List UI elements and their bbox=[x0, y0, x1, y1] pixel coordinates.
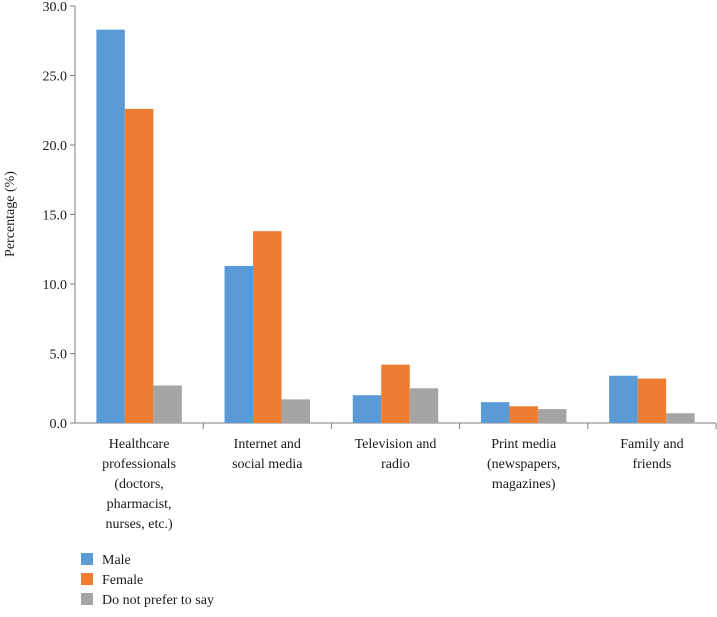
bar-female bbox=[637, 378, 667, 423]
x-category-label-line: Television and bbox=[355, 437, 437, 452]
bar-male bbox=[480, 402, 510, 423]
x-category-label-line: (newspapers, bbox=[487, 457, 560, 472]
x-category-label-line: friends bbox=[632, 457, 671, 472]
x-category-label-line: professionals bbox=[102, 457, 176, 472]
x-category-label-line: Print media bbox=[491, 437, 557, 452]
bar-do-not-prefer-to-say bbox=[666, 413, 695, 423]
x-category-label-line: pharmacist, bbox=[107, 497, 172, 512]
x-category-label: Healthcare professionals (doctors, pharmaci… bbox=[102, 437, 176, 532]
legend: Male Female Do not prefer to say bbox=[81, 553, 214, 608]
x-category-label-line: Healthcare bbox=[109, 437, 170, 452]
bar-male bbox=[609, 375, 638, 423]
x-category-label: Print media (newspapers, magazines) bbox=[487, 437, 560, 492]
legend-swatch bbox=[81, 573, 93, 585]
legend-swatch bbox=[81, 593, 93, 605]
bar-do-not-prefer-to-say bbox=[409, 388, 439, 423]
x-category-label-line: (doctors, bbox=[114, 477, 163, 492]
bar-female bbox=[124, 108, 154, 424]
x-category-label-line: social media bbox=[232, 457, 303, 472]
bar-female bbox=[253, 231, 282, 423]
legend-swatch bbox=[81, 553, 93, 565]
bar-male bbox=[96, 29, 125, 423]
y-tick-label: 20.0 bbox=[43, 139, 68, 154]
plot-area: 0.0 5.0 10.0 15.0 20.0 25.0 30.0 Healthcare prof… bbox=[43, 0, 717, 532]
x-category-label-line: radio bbox=[381, 457, 410, 472]
y-tick-label: 5.0 bbox=[50, 348, 68, 363]
bar-male bbox=[352, 395, 382, 423]
y-tick-label: 15.0 bbox=[43, 209, 68, 224]
y-tick-label: 25.0 bbox=[43, 70, 68, 85]
y-tick-label: 10.0 bbox=[43, 278, 68, 293]
bar-female bbox=[381, 364, 410, 423]
y-tick-label: 0.0 bbox=[50, 417, 68, 432]
bar-do-not-prefer-to-say bbox=[153, 385, 182, 423]
x-category-label: Family and friends bbox=[620, 437, 683, 472]
legend-label: Male bbox=[102, 553, 131, 568]
x-category-label: Internet and social media bbox=[232, 437, 303, 472]
x-category-label-line: Family and bbox=[620, 437, 683, 452]
bar-male bbox=[224, 265, 254, 423]
legend-label: Female bbox=[102, 573, 143, 588]
bar-do-not-prefer-to-say bbox=[537, 409, 567, 423]
y-axis-label: Percentage (%) bbox=[3, 171, 18, 257]
x-category-label-line: magazines) bbox=[492, 477, 556, 492]
bar-do-not-prefer-to-say bbox=[281, 399, 311, 423]
y-tick-label: 30.0 bbox=[43, 0, 68, 15]
legend-label: Do not prefer to say bbox=[102, 593, 214, 608]
x-category-label: Television and radio bbox=[355, 437, 437, 472]
x-category-label-line: nurses, etc.) bbox=[105, 517, 173, 532]
x-category-label-line: Internet and bbox=[234, 437, 301, 452]
bar-female bbox=[509, 406, 538, 423]
